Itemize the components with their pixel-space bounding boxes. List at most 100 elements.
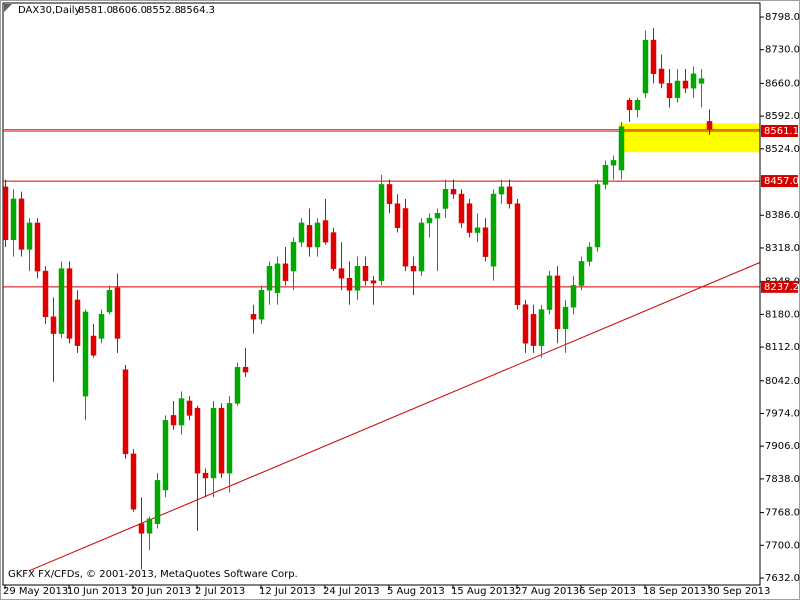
candle-body [146,518,153,534]
level-label-bg [761,175,798,188]
candle-body [114,287,121,339]
candle-body [386,184,393,204]
candle-body [658,68,665,84]
ohlc-open: 8581.0 [78,5,113,16]
x-tick-label: 5 Aug 2013 [387,586,445,597]
candle-body [66,268,73,339]
y-tick-label: 7974.0 [765,408,800,419]
y-tick-label: 7632.0 [765,573,800,584]
candle-body [50,316,57,334]
candle-body [634,99,641,111]
y-tick-label: 8318.0 [765,243,800,254]
plot-area [2,2,761,586]
candle-body [378,184,385,281]
ohlc-high: 8606.0 [112,5,147,16]
zone-layer [619,123,760,153]
candle-body [490,193,497,267]
candle-body [138,523,145,534]
x-tick-label: 15 Aug 2013 [451,586,515,597]
candle-body [178,398,185,426]
candle-body [98,314,105,339]
candle-body [538,309,545,346]
level-label-bg [761,280,798,293]
y-tick-label: 7700.0 [765,540,800,551]
candle-body [210,407,217,479]
candle-body [266,265,273,291]
candle-body [522,304,529,344]
candle-body [250,314,257,320]
y-tick-label: 8042.0 [765,376,800,387]
x-tick-label: 24 Jul 2013 [323,586,380,597]
candle-body [290,241,297,272]
candle-body [458,193,465,224]
candle-body [546,275,553,310]
candle-body [554,275,561,330]
candle-body [106,290,113,313]
candle-body [482,227,489,257]
candle-body [42,270,49,318]
candle-body [282,263,289,281]
candle-body [338,268,345,279]
candle-body [82,311,89,397]
candle-body [170,415,177,426]
x-tick-label: 6 Sep 2013 [579,586,636,597]
y-tick-label: 8386.0 [765,210,800,221]
copyright: GKFX FX/CFDs, © 2001-2013, MetaQuotes So… [8,569,298,580]
candle-body [130,453,137,510]
candle-body [234,367,241,404]
candle-body [578,261,585,286]
candle-body [466,203,473,233]
candle-body [306,225,313,248]
candle-body [58,268,65,334]
candle-body [450,189,457,195]
candle-body [370,280,377,284]
y-tick-label: 8112.0 [765,342,800,353]
candle-body [3,186,9,241]
x-tick-label: 12 Jul 2013 [259,586,316,597]
candle-body [322,220,329,243]
candle-body [74,299,81,346]
candle-body [474,227,481,233]
candle-body [330,232,337,269]
candle-body [642,39,649,94]
candle-body [514,203,521,305]
candle-body [34,222,41,272]
candle-body [202,472,209,479]
x-tick-label: 10 Jun 2013 [67,586,127,597]
candle-body [314,222,321,248]
axis-layer: 8798.0 8730.0 8660.0 8592.0 8524.0 8386.0 8318… [3,3,800,597]
x-tick-label: 20 Jun 2013 [131,586,191,597]
candle-body [194,407,201,474]
candle-body [674,80,681,99]
candle-body [698,78,705,84]
y-tick-label: 7838.0 [765,474,800,485]
candle-body [274,263,281,293]
candle-body [666,83,673,99]
candle-body [706,121,713,130]
level-label: 8561.1 [764,126,799,137]
candle-body [298,222,305,243]
candle-body [346,278,353,291]
candle-layer [3,28,713,570]
ohlc-low: 8552.8 [146,5,181,16]
candle-body [410,265,417,272]
candle-body [594,184,601,248]
candle-body [570,285,577,308]
candle-body [18,198,25,250]
candle-body [10,198,17,241]
candle-body [362,265,369,281]
x-tick-label: 2 Jul 2013 [195,586,245,597]
candle-body [586,246,593,262]
level-label: 8457.0 [764,176,799,187]
candle-body [434,213,441,219]
candle-body [418,222,425,272]
y-tick-label: 8730.0 [765,45,800,56]
candle-body [226,403,233,474]
level-label: 8237.2 [764,282,799,293]
candle-body [690,73,697,89]
y-tick-label: 8798.0 [765,12,800,23]
candle-body [354,265,361,291]
candle-body [258,290,265,320]
candle-body [626,99,633,111]
